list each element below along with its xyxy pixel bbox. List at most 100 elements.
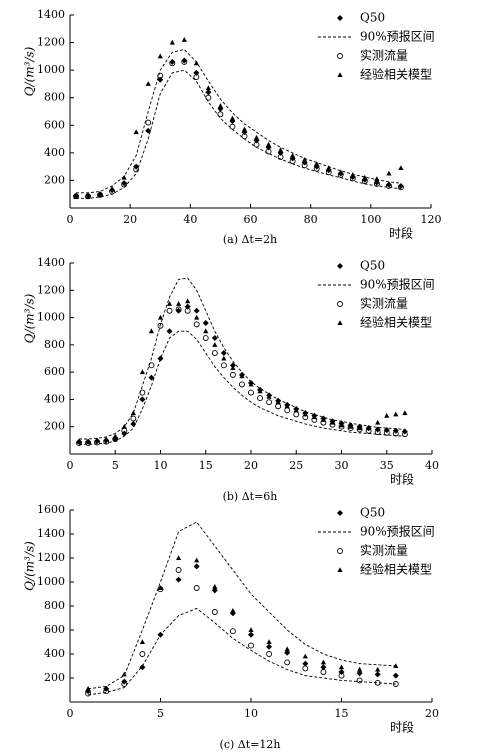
legend-label: 90%预报区间 — [360, 277, 435, 292]
data-point — [130, 420, 137, 427]
data-point — [194, 557, 200, 563]
data-point — [157, 585, 164, 590]
data-point — [393, 663, 399, 668]
data-point — [253, 134, 260, 140]
data-point — [94, 437, 100, 443]
legend-label: Q50 — [360, 506, 385, 520]
x-tick-label: 60 — [244, 213, 258, 226]
data-point — [293, 411, 300, 418]
data-point — [275, 399, 281, 405]
data-point — [205, 85, 211, 91]
x-tick-label: 0 — [67, 459, 74, 472]
data-point — [139, 369, 145, 375]
data-point — [166, 328, 173, 335]
data-point — [398, 165, 404, 171]
data-point — [284, 407, 291, 414]
y-tick-label: 200 — [44, 671, 65, 684]
data-point — [175, 307, 182, 314]
data-point — [265, 141, 272, 147]
data-point — [145, 127, 152, 134]
x-tick-label: 40 — [425, 459, 439, 472]
data-point — [241, 126, 248, 132]
data-point — [157, 53, 163, 59]
y-tick-label: 1200 — [37, 36, 65, 49]
data-point — [103, 686, 109, 691]
x-tick-label: 10 — [244, 707, 258, 720]
legend-label: 90%预报区间 — [360, 524, 435, 539]
data-point — [320, 664, 327, 671]
y-tick-label: 800 — [44, 599, 65, 612]
data-point — [139, 396, 146, 403]
data-point — [350, 172, 356, 177]
data-point — [374, 671, 381, 678]
legend-swatch — [337, 567, 343, 572]
data-point — [329, 419, 336, 425]
data-point — [157, 322, 164, 329]
data-point — [401, 431, 408, 438]
data-point — [73, 194, 79, 199]
data-point — [193, 74, 200, 80]
data-point — [169, 58, 176, 65]
interval-line — [88, 607, 396, 696]
data-point — [205, 89, 212, 96]
data-point — [366, 425, 372, 431]
data-point — [211, 335, 218, 342]
data-point — [157, 355, 164, 362]
data-point — [211, 609, 218, 615]
data-point — [374, 176, 380, 182]
data-point — [257, 395, 263, 402]
data-point — [392, 672, 399, 679]
data-point — [266, 651, 273, 657]
y-tick-label: 600 — [44, 365, 65, 378]
data-point — [338, 422, 345, 428]
x-tick-label: 25 — [289, 459, 303, 472]
interval-line — [88, 521, 396, 690]
data-point — [175, 306, 182, 313]
x-tick-label: 20 — [425, 707, 439, 720]
data-point — [103, 436, 109, 441]
data-point — [302, 653, 308, 659]
legend-swatch — [337, 301, 343, 307]
data-point — [289, 158, 296, 165]
data-point — [221, 355, 227, 361]
data-point — [121, 180, 128, 187]
y-tick-label: 1000 — [37, 311, 65, 324]
data-point — [130, 415, 137, 422]
data-point — [184, 307, 191, 314]
data-point — [302, 156, 308, 162]
y-tick-label: 1400 — [37, 256, 65, 269]
data-point — [392, 430, 399, 437]
data-point — [266, 643, 273, 650]
data-point — [181, 57, 188, 64]
data-point — [169, 39, 175, 45]
y-tick-label: 1200 — [37, 283, 65, 296]
interval-line — [79, 277, 405, 440]
data-point — [85, 194, 91, 199]
data-point — [248, 642, 254, 649]
data-point — [139, 389, 146, 396]
data-point — [402, 410, 408, 416]
legend-label: 经验相关模型 — [360, 315, 432, 330]
data-point — [386, 170, 392, 176]
data-point — [277, 154, 284, 160]
caption: (c) Δt=12h — [220, 738, 281, 751]
data-point — [313, 165, 320, 172]
caption: (a) Δt=2h — [223, 233, 277, 246]
y-tick-label: 1400 — [37, 8, 65, 21]
y-tick-label: 1600 — [37, 503, 65, 516]
data-point — [166, 307, 173, 314]
legend-label: Q50 — [360, 259, 385, 273]
data-point — [301, 162, 308, 169]
data-point — [85, 438, 91, 444]
data-point — [212, 584, 218, 589]
data-point — [357, 666, 363, 672]
legend-swatch — [337, 15, 343, 21]
data-point — [139, 639, 145, 644]
data-point — [194, 314, 200, 320]
data-point — [203, 328, 209, 334]
x-tick-label: 35 — [380, 459, 394, 472]
x-axis-label: 时段 — [389, 226, 413, 241]
y-tick-label: 1400 — [37, 527, 65, 540]
x-tick-label: 10 — [154, 459, 168, 472]
